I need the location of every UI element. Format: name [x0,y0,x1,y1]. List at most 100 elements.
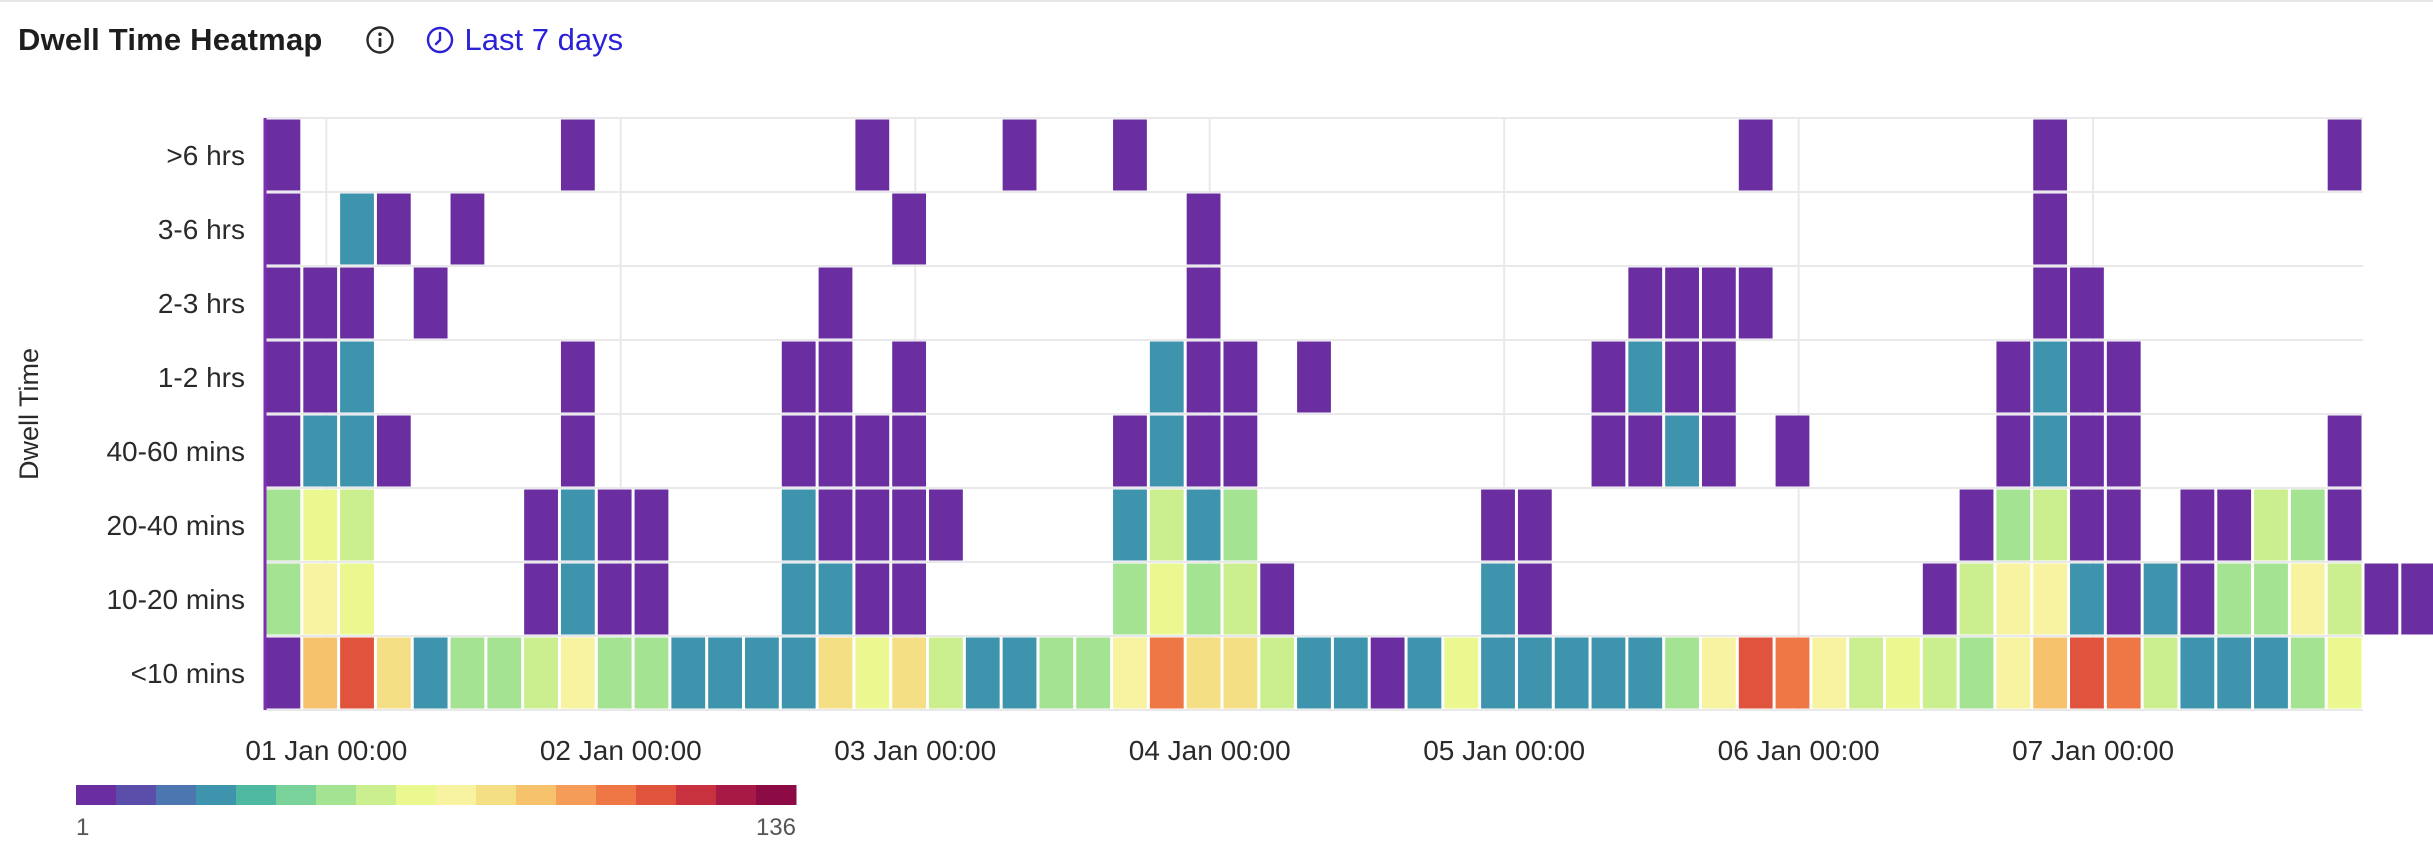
heatmap-cell[interactable] [1701,267,1736,339]
heatmap-cell[interactable] [1628,341,1663,413]
heatmap-cell[interactable] [1849,637,1884,709]
heatmap-cell[interactable] [1665,267,1699,339]
heatmap-cell[interactable] [266,415,301,487]
heatmap-cell[interactable] [1738,267,1773,339]
heatmap-cell[interactable] [560,489,595,561]
time-range-button[interactable]: Last 7 days [425,22,623,58]
heatmap-cell[interactable] [2143,563,2178,635]
heatmap-cell[interactable] [1186,341,1221,413]
heatmap-cell[interactable] [1775,637,1810,709]
heatmap-cell[interactable] [1149,341,1184,413]
heatmap-cell[interactable] [2106,341,2141,413]
heatmap-cell[interactable] [1775,415,1810,487]
heatmap-cell[interactable] [1665,341,1699,413]
heatmap-cell[interactable] [1444,637,1479,709]
heatmap-cell[interactable] [597,637,632,709]
heatmap-cell[interactable] [1996,341,2031,413]
heatmap-cell[interactable] [560,563,595,635]
heatmap-cell[interactable] [1186,563,1221,635]
heatmap-cell[interactable] [1186,637,1221,709]
heatmap-cell[interactable] [303,489,338,561]
heatmap-cell[interactable] [1738,119,1773,191]
heatmap-cell[interactable] [781,563,816,635]
heatmap-cell[interactable] [303,637,338,709]
heatmap-cell[interactable] [597,563,632,635]
heatmap-cell[interactable] [2327,563,2362,635]
heatmap-cell[interactable] [340,563,374,635]
heatmap-cell[interactable] [303,267,338,339]
heatmap-cell[interactable] [1628,415,1663,487]
heatmap-cell[interactable] [1297,637,1331,709]
heatmap-cell[interactable] [524,489,558,561]
heatmap-cell[interactable] [2070,563,2104,635]
heatmap-cell[interactable] [781,415,816,487]
heatmap-cell[interactable] [2070,341,2104,413]
heatmap-cell[interactable] [560,341,595,413]
heatmap-cell[interactable] [1407,637,1442,709]
heatmap-cell[interactable] [2217,489,2252,561]
heatmap-cell[interactable] [1922,563,1957,635]
heatmap-cell[interactable] [1481,563,1515,635]
heatmap-cell[interactable] [2106,637,2141,709]
heatmap-cell[interactable] [1922,637,1957,709]
heatmap-cell[interactable] [855,415,890,487]
heatmap-cell[interactable] [1149,563,1184,635]
heatmap-cell[interactable] [2290,563,2325,635]
heatmap-cell[interactable] [1223,489,1258,561]
heatmap-cell[interactable] [1223,415,1258,487]
heatmap-cell[interactable] [303,415,338,487]
heatmap-cell[interactable] [450,193,485,265]
heatmap-cell[interactable] [1223,563,1258,635]
heatmap-cell[interactable] [560,119,595,191]
heatmap-cell[interactable] [1149,415,1184,487]
heatmap-cell[interactable] [818,563,853,635]
heatmap-cell[interactable] [560,415,595,487]
heatmap-cell[interactable] [340,415,374,487]
heatmap-cell[interactable] [634,637,669,709]
heatmap-cell[interactable] [266,267,301,339]
heatmap-cell[interactable] [560,637,595,709]
heatmap-cell[interactable] [1701,637,1736,709]
heatmap-cell[interactable] [1297,341,1331,413]
heatmap-cell[interactable] [1996,415,2031,487]
heatmap-cell[interactable] [892,489,927,561]
heatmap-cell[interactable] [1996,637,2031,709]
heatmap-cell[interactable] [818,341,853,413]
heatmap-cell[interactable] [1517,637,1552,709]
heatmap-cell[interactable] [2254,489,2288,561]
heatmap-cell[interactable] [634,563,669,635]
heatmap-cell[interactable] [2327,637,2362,709]
heatmap-cell[interactable] [1113,489,1147,561]
heatmap-cell[interactable] [2106,415,2141,487]
heatmap-cell[interactable] [1113,119,1147,191]
heatmap-cell[interactable] [266,119,301,191]
heatmap-cell[interactable] [2364,563,2399,635]
heatmap-cell[interactable] [892,415,927,487]
heatmap-cell[interactable] [2290,489,2325,561]
heatmap-cell[interactable] [855,637,890,709]
heatmap-cell[interactable] [2070,489,2104,561]
heatmap-cell[interactable] [340,267,374,339]
heatmap-cell[interactable] [744,637,779,709]
heatmap-cell[interactable] [413,267,448,339]
heatmap-cell[interactable] [1260,637,1295,709]
heatmap-cell[interactable] [671,637,706,709]
heatmap-cell[interactable] [1260,563,1295,635]
heatmap-cell[interactable] [597,489,632,561]
heatmap-cell[interactable] [2033,637,2068,709]
heatmap-cell[interactable] [1186,415,1221,487]
heatmap-cell[interactable] [1113,415,1147,487]
heatmap-cell[interactable] [2106,563,2141,635]
heatmap-cell[interactable] [2143,637,2178,709]
heatmap-cell[interactable] [1665,637,1699,709]
heatmap-cell[interactable] [1333,637,1368,709]
heatmap-cell[interactable] [1113,637,1147,709]
heatmap-cell[interactable] [1959,637,1994,709]
heatmap-cell[interactable] [1517,563,1552,635]
heatmap-cell[interactable] [855,119,890,191]
heatmap-cell[interactable] [929,489,963,561]
heatmap-cell[interactable] [2033,341,2068,413]
heatmap-cell[interactable] [1370,637,1405,709]
heatmap-cell[interactable] [1002,119,1037,191]
heatmap-cell[interactable] [1517,489,1552,561]
